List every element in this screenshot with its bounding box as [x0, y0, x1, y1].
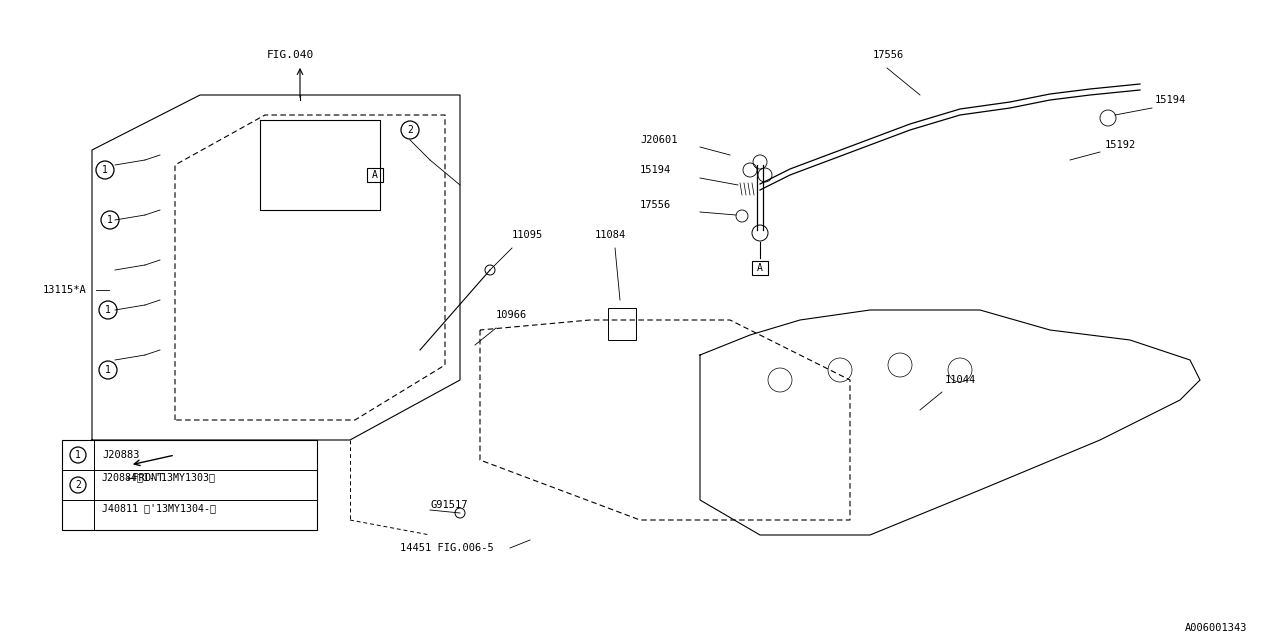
Text: A006001343: A006001343: [1185, 623, 1248, 633]
Text: 11084: 11084: [595, 230, 626, 240]
Text: 11044: 11044: [945, 375, 977, 385]
Bar: [753, 261, 768, 275]
Text: J20884　1-'13MY1303）: J20884 1-'13MY1303）: [102, 472, 216, 482]
Text: 13115*A: 13115*A: [44, 285, 87, 295]
Text: 15194: 15194: [640, 165, 671, 175]
Text: 17556: 17556: [873, 50, 904, 60]
Text: J40811 （'13MY1304-）: J40811 （'13MY1304-）: [102, 503, 216, 513]
Text: G91517: G91517: [430, 500, 467, 510]
Text: 15192: 15192: [1105, 140, 1137, 150]
Bar: [61, 440, 317, 530]
Text: 1: 1: [105, 365, 111, 375]
Text: 17556: 17556: [640, 200, 671, 210]
Text: 2: 2: [407, 125, 413, 135]
Text: J20883: J20883: [102, 450, 140, 460]
Text: J20601: J20601: [640, 135, 677, 145]
Text: 1: 1: [76, 450, 81, 460]
Text: 1: 1: [108, 215, 113, 225]
Text: 15194: 15194: [1155, 95, 1187, 105]
Text: 1: 1: [102, 165, 108, 175]
Text: 14451 FIG.006-5: 14451 FIG.006-5: [401, 543, 494, 553]
Text: FIG.040: FIG.040: [268, 50, 315, 60]
Bar: [608, 308, 636, 340]
Text: 1: 1: [105, 305, 111, 315]
Text: ←FRONT: ←FRONT: [127, 473, 164, 483]
Text: 10966: 10966: [497, 310, 527, 320]
Text: A: A: [372, 170, 378, 180]
Text: 11095: 11095: [512, 230, 543, 240]
Text: 2: 2: [76, 480, 81, 490]
Text: A: A: [756, 263, 763, 273]
Bar: [367, 168, 383, 182]
